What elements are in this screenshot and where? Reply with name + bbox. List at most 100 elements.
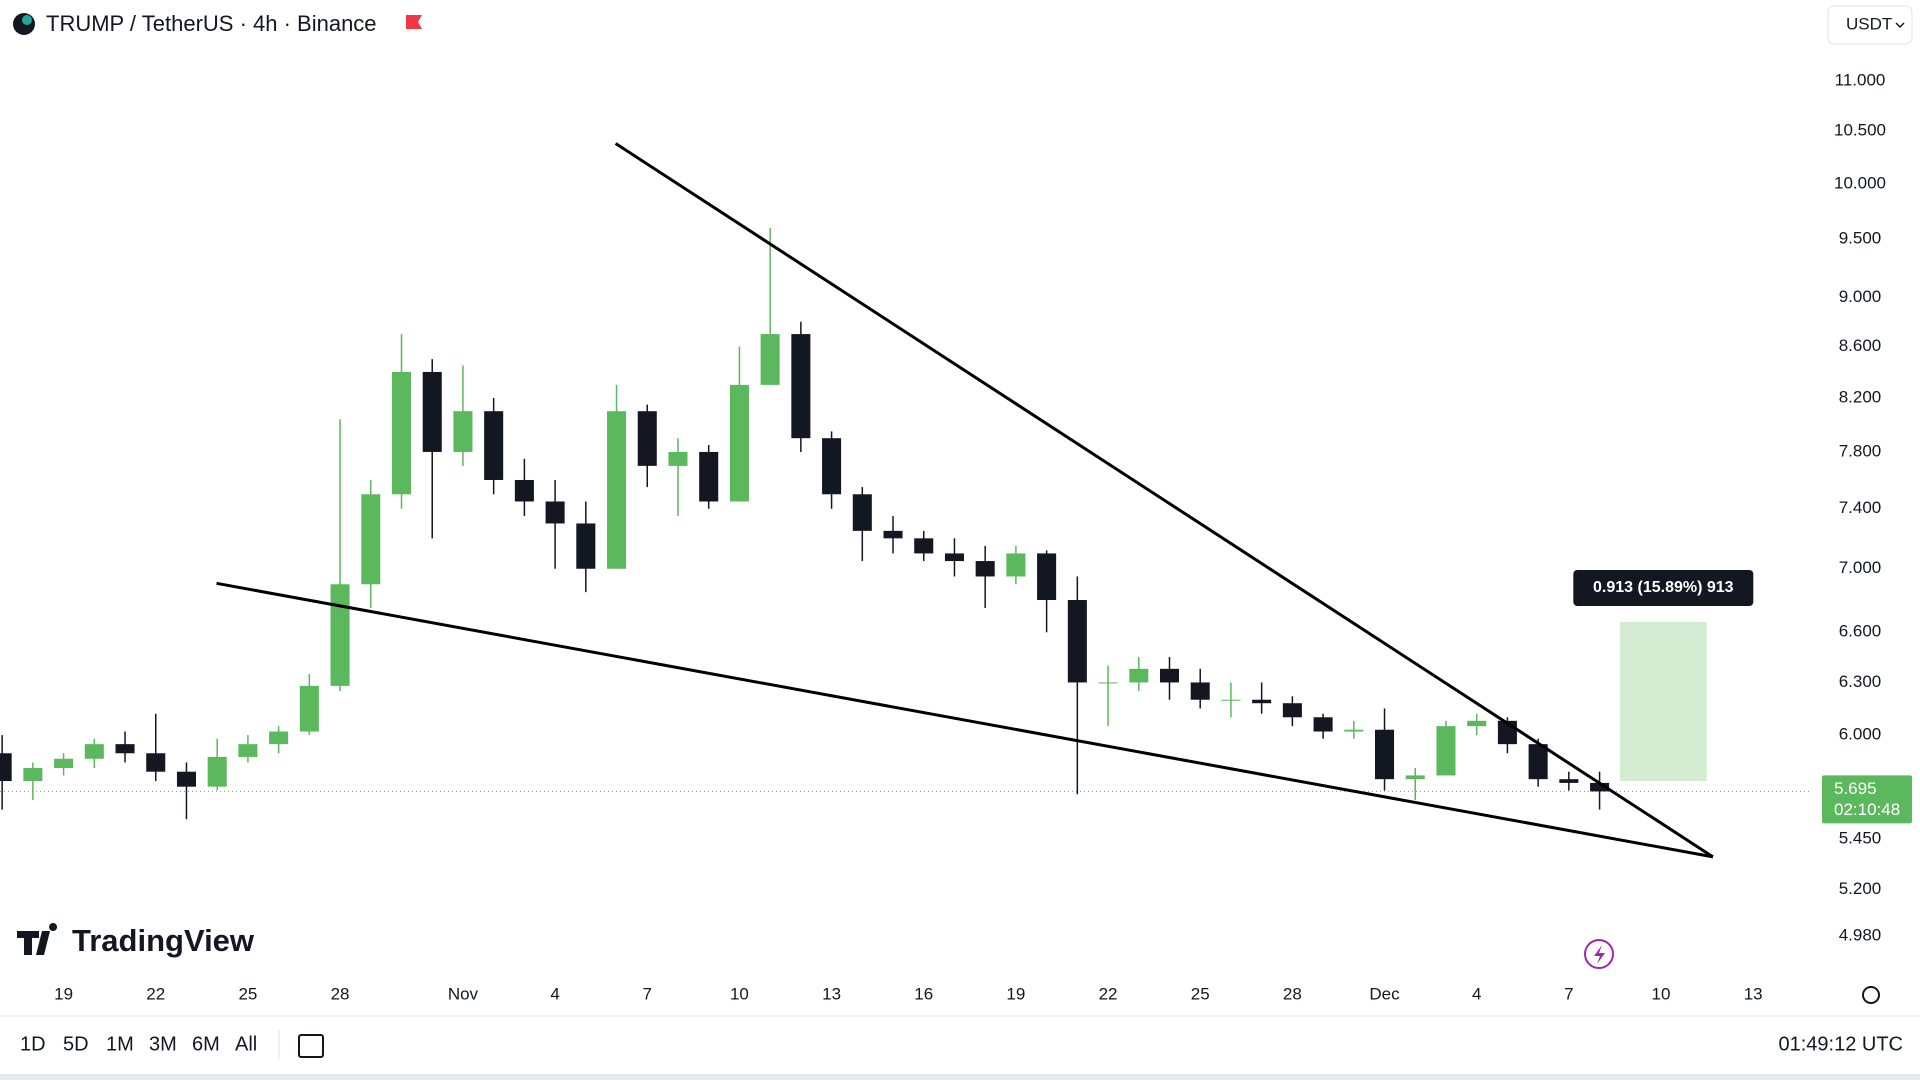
candle-body xyxy=(1282,703,1302,718)
candle-body xyxy=(23,767,43,782)
candle-body xyxy=(1067,600,1087,683)
candle-body xyxy=(391,371,412,495)
range-button[interactable]: All xyxy=(235,1033,257,1055)
x-tick-label: 19 xyxy=(1006,984,1025,1003)
x-tick-label: 13 xyxy=(822,984,841,1003)
flag-icon xyxy=(406,15,422,29)
candle-body xyxy=(1098,682,1118,684)
clock: 01:49:12 UTC xyxy=(1778,1033,1903,1055)
candle-body xyxy=(1436,726,1456,776)
x-tick-label: 22 xyxy=(146,984,165,1003)
x-tick-label: 16 xyxy=(914,984,933,1003)
range-button[interactable]: 6M xyxy=(192,1033,220,1055)
candle-body xyxy=(361,494,381,585)
y-tick-label: 7.800 xyxy=(1839,441,1882,460)
candle-body xyxy=(0,753,12,782)
candle-body xyxy=(545,501,565,524)
date-range-icon[interactable] xyxy=(298,1034,324,1058)
bottom-strip xyxy=(0,1074,1920,1080)
price-badge-value: 5.695 xyxy=(1834,779,1877,798)
candle-body xyxy=(1559,779,1579,783)
candle-body xyxy=(330,584,350,686)
symbol-title: TRUMP / TetherUS · 4h · Binance xyxy=(46,11,377,36)
candle-body xyxy=(1528,744,1548,780)
y-tick-label: 10.500 xyxy=(1834,121,1886,140)
candle-body xyxy=(238,744,258,757)
x-tick-label: 25 xyxy=(1191,984,1210,1003)
candle-body xyxy=(1006,553,1026,577)
y-tick-label: 8.600 xyxy=(1839,336,1882,355)
x-tick-label: 22 xyxy=(1099,984,1118,1003)
candle-body xyxy=(668,451,688,466)
candle-body xyxy=(1252,699,1272,704)
candle-body xyxy=(115,744,135,754)
y-tick-label: 6.000 xyxy=(1839,725,1882,744)
candle-body xyxy=(299,685,319,732)
candle-body xyxy=(1129,668,1149,683)
candle-body xyxy=(453,411,473,452)
y-tick-label: 5.200 xyxy=(1839,879,1882,898)
candle-body xyxy=(1190,682,1210,700)
candle-body xyxy=(54,758,74,768)
currency-label[interactable]: USDT xyxy=(1846,14,1892,33)
candle-body xyxy=(422,371,442,452)
x-tick-label: 25 xyxy=(238,984,257,1003)
candle-body xyxy=(1344,729,1364,732)
candle-body xyxy=(729,384,749,502)
x-tick-label: 10 xyxy=(1652,984,1671,1003)
candle-body xyxy=(607,411,627,569)
trendline xyxy=(614,142,1714,859)
x-tick-label: 28 xyxy=(331,984,350,1003)
candle-body xyxy=(176,771,196,787)
y-tick-label: 9.500 xyxy=(1839,229,1882,248)
candle-body xyxy=(514,479,534,502)
candle-body xyxy=(84,744,104,759)
y-tick-label: 9.000 xyxy=(1839,287,1882,306)
candle-body xyxy=(1467,720,1487,727)
logo-icon xyxy=(17,923,58,955)
x-tick-label: 19 xyxy=(54,984,73,1003)
candle-body xyxy=(852,494,872,531)
y-tick-label: 8.200 xyxy=(1839,387,1882,406)
measure-box xyxy=(1619,621,1707,782)
candle-body xyxy=(576,523,596,569)
symbol-icon-dot xyxy=(22,15,32,25)
x-tick-label: 13 xyxy=(1744,984,1763,1003)
candle-body xyxy=(269,731,289,745)
candle-body xyxy=(914,538,934,554)
range-button[interactable]: 3M xyxy=(149,1033,177,1055)
flash-bolt xyxy=(1594,945,1605,964)
x-tick-label: Nov xyxy=(448,984,479,1003)
y-tick-label: 6.600 xyxy=(1839,622,1882,641)
settings-icon[interactable] xyxy=(1862,986,1880,1004)
range-button[interactable]: 5D xyxy=(63,1033,89,1055)
range-button[interactable]: 1M xyxy=(106,1033,134,1055)
candle-body xyxy=(944,553,964,562)
candle-body xyxy=(1590,782,1610,792)
y-tick-label: 7.400 xyxy=(1839,498,1882,517)
y-tick-label: 7.000 xyxy=(1839,558,1882,577)
measure-label: 0.913 (15.89%) 913 xyxy=(1593,579,1734,596)
candle-body xyxy=(1037,553,1057,601)
y-tick-label: 4.980 xyxy=(1839,926,1882,945)
trendline xyxy=(216,581,1714,859)
x-tick-label: Dec xyxy=(1369,984,1400,1003)
y-tick-label: 11.000 xyxy=(1835,70,1886,89)
x-tick-label: 4 xyxy=(1472,984,1481,1003)
candle-body xyxy=(1221,699,1241,701)
range-button[interactable]: 1D xyxy=(20,1033,46,1055)
x-tick-label: 4 xyxy=(550,984,559,1003)
x-tick-label: 10 xyxy=(730,984,749,1003)
candle-body xyxy=(883,530,903,539)
candle-body xyxy=(1159,668,1180,683)
candle-body xyxy=(699,451,719,502)
price-badge xyxy=(1822,775,1912,824)
candle-body xyxy=(1313,717,1333,732)
flash-icon[interactable] xyxy=(1584,939,1614,969)
x-tick-label: 7 xyxy=(643,984,652,1003)
currency-selector[interactable] xyxy=(1827,5,1913,45)
candle-body xyxy=(146,753,166,772)
x-tick-label: 7 xyxy=(1564,984,1573,1003)
